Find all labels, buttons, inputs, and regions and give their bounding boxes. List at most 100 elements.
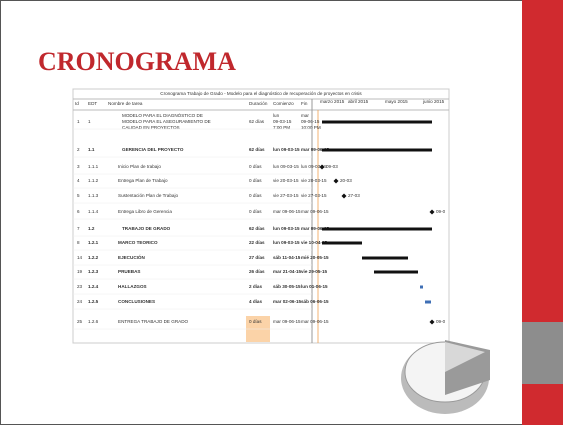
month-label: mayo 2015: [385, 99, 408, 104]
finish-date: mar 09-06-15: [301, 147, 330, 152]
finish-date: lun 09-03-15: [301, 164, 327, 169]
finish-date: mar: [301, 113, 309, 118]
finish-date: vie 10-04-15: [301, 240, 327, 245]
task-name: Entrega Plan de Trabajo: [118, 178, 168, 183]
finish-date: mar 09-06-15: [301, 209, 329, 214]
row-wbs: 1.2.1: [88, 240, 99, 245]
task-name: Entrega Libro de Gerencia: [118, 209, 172, 214]
clock-image: [401, 340, 490, 414]
duration: 62 días: [249, 147, 265, 152]
row-wbs: 1: [88, 119, 91, 124]
row-wbs: 1.1.2: [88, 178, 99, 183]
row-id: 24: [77, 299, 83, 304]
gantt-bar: [322, 227, 432, 231]
duration: 0 días: [249, 178, 262, 183]
milestone-label: 09-0: [436, 209, 446, 214]
gantt-bar: [374, 270, 418, 274]
row-id: 3: [77, 164, 80, 169]
row-wbs: 1.2.4: [88, 284, 99, 289]
row-id: 19: [77, 269, 83, 274]
row-wbs: 1.2.3: [88, 269, 99, 274]
start-date: lun 09-03-15: [273, 240, 300, 245]
finish-date: mar 09-06-15: [301, 319, 329, 324]
row-wbs: 1.2.5: [88, 299, 99, 304]
milestone: [429, 209, 435, 215]
task-name: CALIDAD EN PROYECTOS: [122, 125, 180, 130]
task-name: Inicio Plan de trabajo: [118, 164, 161, 169]
start-date: lun 09-03-15: [273, 164, 299, 169]
task-name: EJECUCIÓN: [118, 253, 145, 260]
start-date: 7:00 PM: [273, 125, 290, 130]
milestone: [429, 319, 435, 325]
task-name: Sustentación Plan de Trabajo: [118, 193, 178, 198]
milestone-label: 27-03: [348, 193, 360, 198]
milestone: [333, 178, 339, 184]
month-label: abril 2015: [348, 99, 369, 104]
start-date: vie 27-03-15: [273, 193, 299, 198]
row-wbs: 1.1.4: [88, 209, 99, 214]
row-wbs: 1.2: [88, 226, 95, 231]
start-date: mar 09-06-15: [273, 209, 301, 214]
task-name: MODELO PARA EL DIAGNÓSTICO DE: [122, 112, 203, 118]
column-header: Nombre de tarea: [108, 101, 143, 106]
month-label: marzo 2015: [320, 99, 345, 104]
milestone-label: 20-03: [340, 178, 352, 183]
row-id: 5: [77, 193, 80, 198]
row-wbs: 1.2.6: [88, 319, 99, 324]
duration: 27 días: [249, 255, 265, 260]
row-id: 14: [77, 255, 83, 260]
gantt-bar: [322, 148, 432, 152]
duration: 0 días: [249, 164, 262, 169]
start-date: 09-03-15: [273, 119, 292, 124]
start-date: sáb 30-05-15: [273, 284, 301, 289]
column-header: Fin: [301, 101, 308, 106]
screenshot-frame: [72, 88, 450, 344]
start-date: mar 09-06-15: [273, 319, 301, 324]
task-name: ENTREGA TRABAJO DE GRADO: [118, 319, 189, 324]
gantt-bar: [322, 241, 362, 245]
milestone: [341, 193, 347, 199]
clock-wedge: [445, 342, 485, 372]
side-block: [522, 322, 563, 384]
duration: 0 días: [249, 319, 262, 324]
row-wbs: 1.1.1: [88, 164, 99, 169]
duration: 62 días: [249, 226, 265, 231]
duration: 4 días: [249, 299, 262, 304]
row-id: 2: [77, 147, 80, 152]
finish-date: vie 29-05-15: [301, 269, 327, 274]
task-name: TRABAJO DE GRADO: [122, 226, 171, 231]
row-wbs: 1.1: [88, 147, 95, 152]
finish-date: vie 27-03-15: [301, 193, 327, 198]
task-name: MODELO PARA EL ASEGURAMIENTO DE: [122, 119, 211, 124]
slide-title: CRONOGRAMA: [38, 47, 236, 76]
row-wbs: 1.1.3: [88, 193, 99, 198]
start-date: lun 09-03-15: [273, 147, 300, 152]
finish-date: mié 20-05-15: [301, 255, 329, 260]
duration: 22 días: [249, 240, 265, 245]
month-label: junio 2015: [422, 99, 445, 104]
gantt-bar: [362, 256, 408, 260]
row-id: 23: [77, 284, 83, 289]
milestone-label: 09-03: [326, 164, 338, 169]
column-header: EDT: [88, 101, 97, 106]
finish-date: 09-06-15: [301, 119, 320, 124]
start-date: vie 20-03-15: [273, 178, 299, 183]
duration: 62 días: [249, 119, 265, 124]
gantt-title: Cronograma Trabajo de Grado - Modelo par…: [160, 91, 362, 96]
start-date: sáb 11-04-15: [273, 255, 301, 260]
task-name: GERENCIA DEL PROYECTO: [122, 147, 184, 152]
finish-date: mar 09-06-15: [301, 226, 330, 231]
finish-date: vie 20-03-15: [301, 178, 327, 183]
milestone-label: 09-0: [436, 319, 446, 324]
gantt-bar: [322, 120, 432, 124]
task-name: MARCO TEORICO: [118, 240, 158, 245]
gantt-bar: [425, 300, 431, 304]
column-header: Duración: [249, 101, 268, 106]
column-header: Id: [75, 101, 79, 106]
finish-date: lun 01-06-15: [301, 284, 328, 289]
milestone: [319, 164, 325, 170]
task-name: PRUEBAS: [118, 269, 140, 274]
column-header: Comienzo: [273, 101, 294, 106]
row-id: 1: [77, 119, 80, 124]
